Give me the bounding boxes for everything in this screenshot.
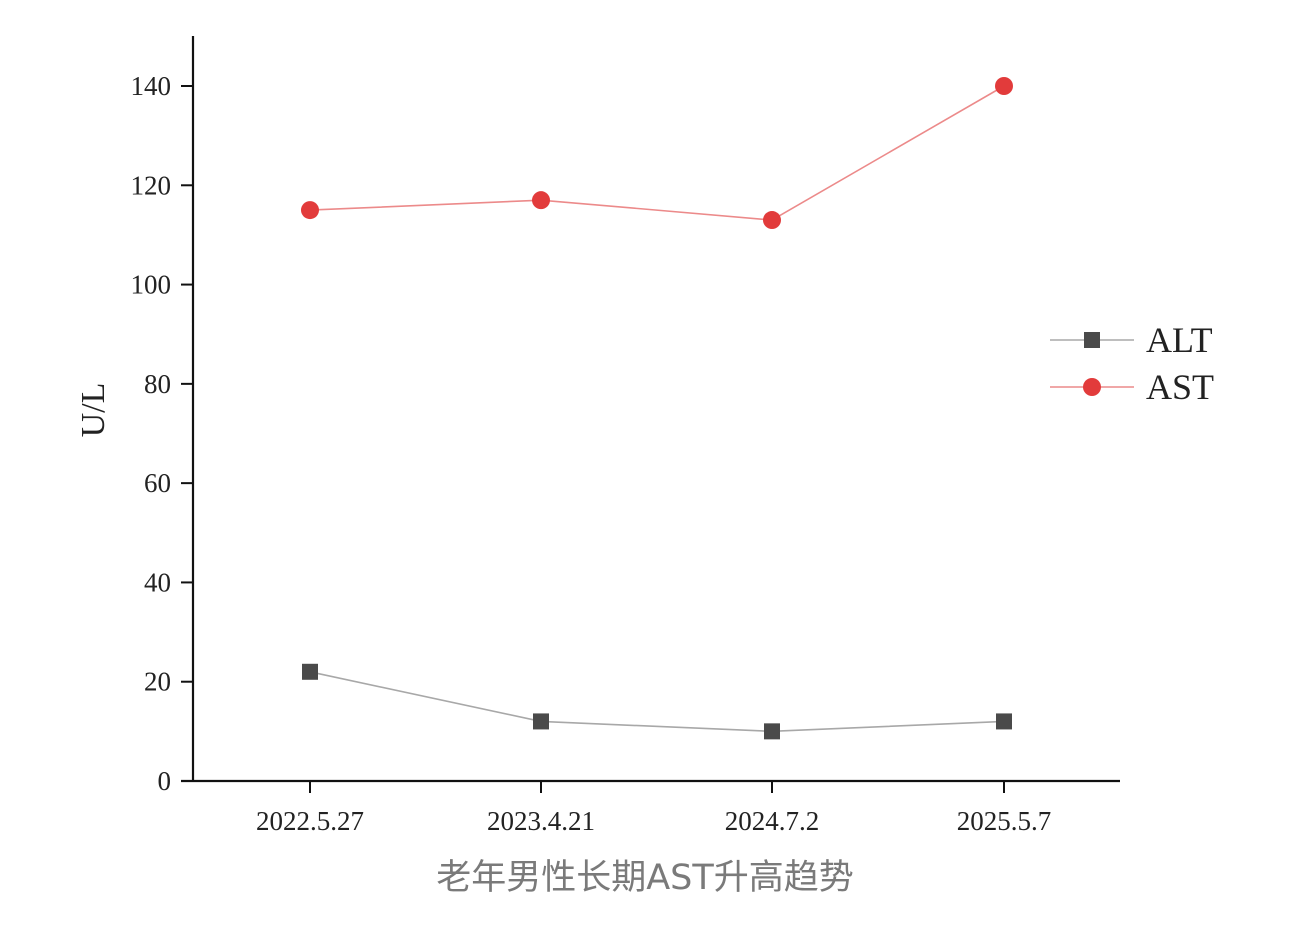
data-point-alt — [302, 663, 318, 680]
series-group — [301, 77, 1013, 740]
data-point-alt — [764, 723, 780, 740]
chart-caption: 老年男性长期AST升高趋势 — [436, 858, 854, 898]
legend: ALT AST — [1050, 320, 1214, 407]
x-tick-label: 2024.7.2 — [725, 806, 820, 836]
x-tick-label: 2023.4.21 — [487, 806, 595, 836]
legend-marker — [1084, 332, 1100, 348]
tick-marks: 0 20 40 60 80 100 120 140 2022.5.27 2023.4.21 2024… — [131, 71, 1052, 836]
data-point-ast — [301, 201, 319, 220]
legend-label: AST — [1146, 367, 1214, 407]
y-tick-label: 20 — [144, 667, 171, 697]
data-point-ast — [995, 77, 1013, 95]
legend-entry-alt: ALT — [1050, 320, 1213, 360]
data-point-alt — [533, 713, 549, 730]
y-tick-label: 140 — [131, 71, 172, 101]
x-tick-label: 2025.5.7 — [957, 806, 1052, 836]
y-tick-label: 60 — [144, 468, 171, 498]
data-point-alt — [996, 713, 1012, 730]
series-alt — [302, 663, 1012, 740]
x-tick-label: 2022.5.27 — [256, 806, 364, 836]
y-tick-label: 80 — [144, 369, 171, 399]
data-point-ast — [532, 191, 550, 210]
legend-entry-ast: AST — [1050, 367, 1214, 407]
data-point-ast — [763, 211, 781, 230]
y-tick-label: 100 — [131, 270, 172, 300]
y-axis-title: U/L — [75, 383, 112, 438]
y-tick-label: 40 — [144, 567, 171, 597]
y-tick-label: 120 — [131, 170, 172, 200]
legend-marker — [1083, 378, 1101, 396]
series-ast — [301, 77, 1013, 230]
series-line-alt — [309, 671, 1005, 733]
axes — [181, 36, 1120, 783]
series-line-ast — [309, 85, 1005, 221]
y-tick-label: 0 — [158, 766, 172, 796]
legend-label: ALT — [1146, 320, 1213, 360]
